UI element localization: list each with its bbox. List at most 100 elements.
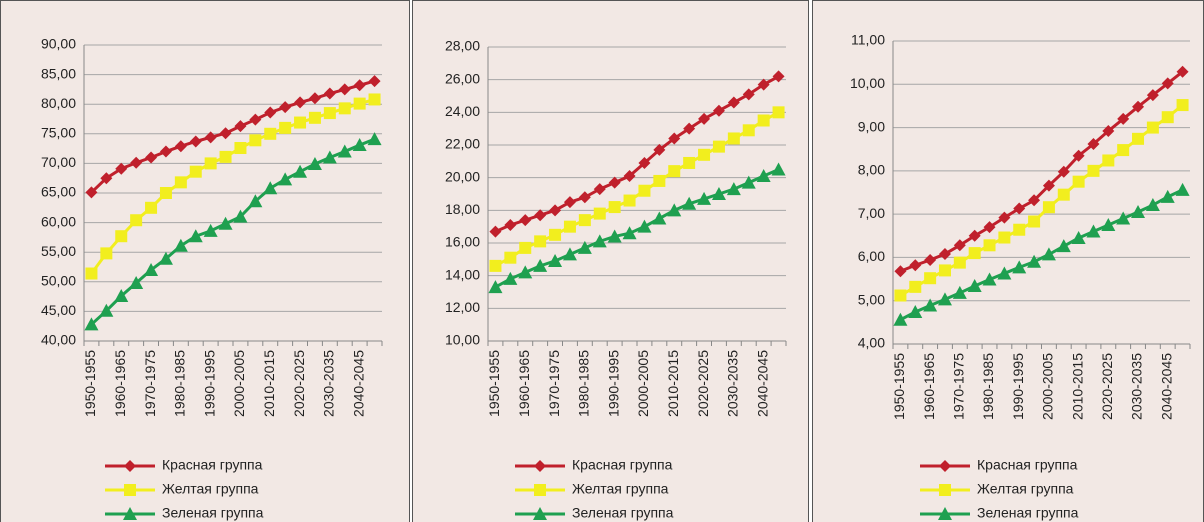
- marker: [772, 70, 785, 83]
- marker: [952, 285, 967, 299]
- marker: [894, 265, 907, 278]
- y-tick-label: 10,00: [850, 75, 885, 91]
- marker: [712, 140, 725, 153]
- x-tick-label: 2020-2025: [291, 350, 307, 417]
- marker: [924, 272, 937, 285]
- marker: [1160, 189, 1175, 203]
- marker: [353, 97, 366, 110]
- y-tick-label: 55,00: [41, 243, 76, 259]
- marker: [158, 251, 173, 265]
- panel-frame: [812, 0, 1204, 522]
- marker: [939, 460, 951, 472]
- marker: [1013, 202, 1026, 215]
- y-tick-label: 4,00: [858, 335, 885, 351]
- marker: [1086, 224, 1101, 238]
- legend-label: Желтая группа: [162, 481, 259, 497]
- marker: [1013, 223, 1026, 236]
- marker: [697, 191, 712, 205]
- y-tick-label: 10,00: [445, 332, 480, 348]
- marker: [188, 229, 203, 243]
- marker: [338, 102, 351, 115]
- x-tick-label: 1970-1975: [546, 350, 562, 417]
- marker: [939, 484, 951, 496]
- marker: [997, 266, 1012, 280]
- marker: [294, 96, 307, 109]
- marker: [159, 187, 172, 199]
- marker: [145, 201, 158, 214]
- marker: [1176, 65, 1189, 78]
- marker: [219, 150, 232, 163]
- marker: [1116, 211, 1131, 225]
- marker: [337, 144, 352, 158]
- marker: [248, 194, 263, 208]
- y-tick-label: 50,00: [41, 273, 76, 289]
- marker: [204, 131, 217, 144]
- x-tick-label: 1950-1955: [82, 350, 98, 417]
- x-tick-label: 2030-2035: [1129, 353, 1145, 420]
- marker: [698, 112, 711, 125]
- panel-frame: [412, 0, 809, 522]
- marker: [1161, 77, 1174, 90]
- marker: [130, 214, 143, 227]
- marker: [504, 251, 517, 264]
- marker: [607, 229, 622, 243]
- marker: [741, 175, 756, 189]
- marker: [368, 93, 381, 106]
- marker: [909, 259, 922, 272]
- marker: [1056, 239, 1071, 253]
- marker: [742, 124, 755, 137]
- x-tick-label: 1990-1995: [201, 350, 217, 417]
- marker: [519, 214, 532, 227]
- marker: [233, 209, 248, 223]
- legend-label: Зеленая группа: [572, 505, 674, 521]
- marker: [683, 156, 696, 169]
- marker: [307, 156, 322, 170]
- marker: [323, 107, 336, 120]
- marker: [173, 238, 188, 252]
- marker: [534, 209, 547, 222]
- y-tick-label: 24,00: [445, 103, 480, 119]
- x-tick-label: 2000-2005: [1040, 353, 1056, 420]
- marker: [1175, 182, 1190, 196]
- x-tick-label: 1960-1965: [516, 350, 532, 417]
- marker: [534, 235, 547, 248]
- marker: [489, 259, 502, 272]
- marker: [278, 172, 293, 186]
- marker: [1117, 112, 1130, 125]
- x-tick-label: 1990-1995: [1010, 353, 1026, 420]
- marker: [548, 253, 563, 267]
- marker: [1161, 111, 1174, 124]
- marker: [909, 280, 922, 293]
- x-tick-label: 2020-2025: [695, 350, 711, 417]
- marker: [323, 87, 336, 100]
- legend-label: Зеленая группа: [977, 505, 1079, 521]
- marker: [937, 292, 952, 306]
- x-tick-label: 1960-1965: [921, 353, 937, 420]
- marker: [727, 132, 740, 145]
- x-tick-label: 1960-1965: [112, 350, 128, 417]
- marker: [771, 162, 786, 176]
- marker: [549, 228, 562, 241]
- marker: [294, 116, 307, 129]
- marker: [968, 247, 981, 260]
- marker: [983, 221, 996, 234]
- x-tick-label: 1970-1975: [951, 353, 967, 420]
- legend-label: Желтая группа: [572, 481, 669, 497]
- y-tick-label: 14,00: [445, 266, 480, 282]
- x-tick-label: 1950-1955: [891, 353, 907, 420]
- marker: [638, 156, 651, 169]
- x-tick-label: 2020-2025: [1099, 353, 1115, 420]
- y-tick-label: 18,00: [445, 201, 480, 217]
- marker: [1072, 149, 1085, 162]
- marker: [757, 78, 770, 91]
- x-tick-label: 2030-2035: [725, 350, 741, 417]
- marker: [534, 460, 546, 472]
- marker: [488, 280, 503, 294]
- y-tick-label: 26,00: [445, 70, 480, 86]
- marker: [923, 298, 938, 312]
- marker: [279, 121, 292, 134]
- marker: [100, 172, 113, 185]
- y-tick-label: 75,00: [41, 125, 76, 141]
